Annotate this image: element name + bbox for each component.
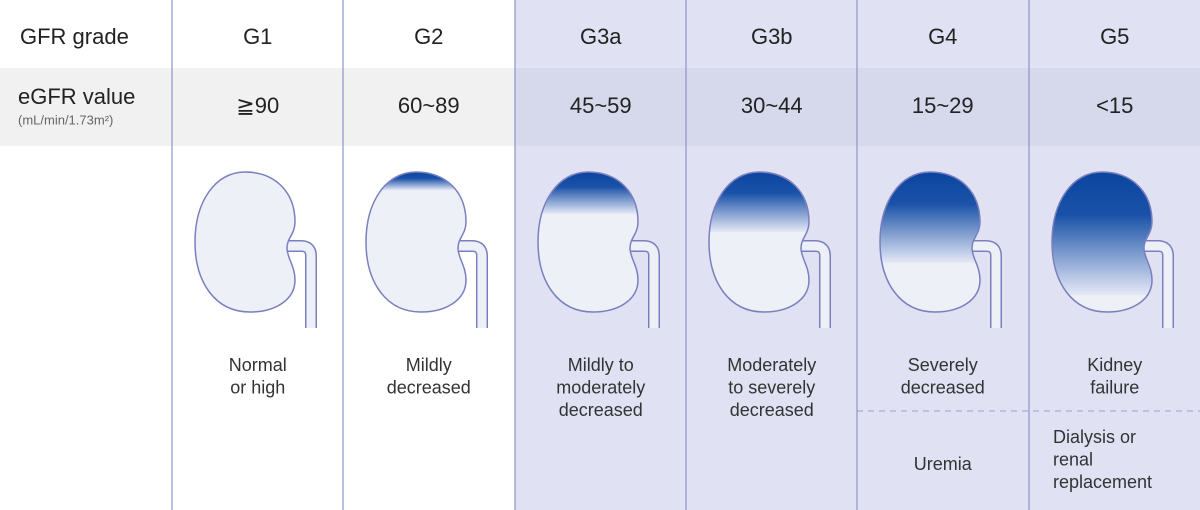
stage-description: moderately [556, 377, 645, 397]
stage-note: renal [1053, 449, 1093, 469]
stage-description: decreased [730, 400, 814, 420]
stage-description: Normal [229, 355, 287, 375]
egfr-value: <15 [1096, 93, 1133, 118]
value-row-bg [0, 68, 515, 146]
grade-label: G3a [580, 24, 622, 49]
stage-description: or high [230, 377, 285, 397]
kidney-outline [537, 171, 639, 313]
kidney-damage [366, 172, 466, 191]
ureter [797, 241, 830, 328]
stage-description: Severely [908, 355, 978, 375]
egfr-value: ≧90 [236, 93, 279, 118]
grade-label: G3b [751, 24, 793, 49]
egfr-value: 60~89 [398, 93, 460, 118]
kidney-outline [194, 171, 296, 313]
stage-description: Mildly [406, 355, 452, 375]
kidney-icon [194, 171, 317, 328]
egfr-value: 45~59 [570, 93, 632, 118]
stage-description: decreased [901, 377, 985, 397]
kidney-outline [1051, 171, 1153, 313]
egfr-value: 15~29 [912, 93, 974, 118]
stage-note: Uremia [914, 454, 973, 474]
stage-description: Mildly to [568, 355, 634, 375]
kidney-damage [1052, 172, 1152, 296]
grade-label: G4 [928, 24, 957, 49]
ureter [283, 241, 316, 328]
egfr-value: 30~44 [741, 93, 803, 118]
stage-note: Dialysis or [1053, 427, 1136, 447]
ureter [626, 241, 659, 328]
stage-description: to severely [728, 377, 815, 397]
kidney-icon [708, 171, 831, 328]
ureter [1140, 241, 1173, 328]
kidney-outline [879, 171, 981, 313]
kidney-outline [365, 171, 467, 313]
stage-description: decreased [387, 377, 471, 397]
grade-label: G5 [1100, 24, 1129, 49]
kidney-body [195, 172, 295, 312]
grade-label: G1 [243, 24, 272, 49]
kidney-outline [708, 171, 810, 313]
ureter [968, 241, 1001, 328]
stage-description: decreased [559, 400, 643, 420]
ureter [454, 241, 487, 328]
unit-label: (mL/min/1.73m²) [18, 112, 113, 127]
row-label: eGFR value [18, 84, 135, 109]
kidney-icon [1051, 171, 1174, 328]
kidney-icon [879, 171, 1002, 328]
kidney-body [366, 172, 466, 312]
stage-description: Kidney [1087, 355, 1142, 375]
row-label: GFR grade [20, 24, 129, 49]
stage-description: failure [1090, 377, 1139, 397]
kidney-icon [365, 171, 488, 328]
grade-label: G2 [414, 24, 443, 49]
stage-note: replacement [1053, 472, 1152, 492]
stage-description: Moderately [727, 355, 816, 375]
